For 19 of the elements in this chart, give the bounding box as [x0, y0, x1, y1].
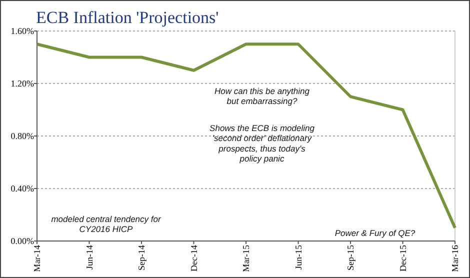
chart-title: ECB Inflation 'Projections' [36, 8, 219, 27]
y-tick-label: 0.00% [10, 236, 34, 246]
annotation: Power & Fury of QE? [334, 228, 416, 238]
x-tick-label: Dec-14 [188, 244, 199, 272]
x-tick-label: Mar-14 [32, 244, 42, 272]
x-tick-label: Sep-14 [136, 244, 147, 270]
y-tick-label: 1.20% [10, 78, 34, 89]
y-tick-label: 0.80% [10, 131, 34, 142]
x-tick-label: Mar-16 [450, 244, 460, 272]
y-tick-label: 0.40% [10, 184, 34, 194]
x-tick-label: Sep-15 [346, 244, 356, 270]
x-tick-label: Jun-14 [84, 244, 94, 270]
x-tick-label: Mar-15 [241, 244, 252, 272]
annotation: How can this be anything but embarrassing? [214, 86, 310, 106]
annotation: modeled central tendency for CY2016 HICP [51, 214, 162, 234]
x-tick-label: Dec-15 [398, 244, 408, 272]
x-tick-label: Jun-15 [293, 244, 304, 270]
annotation: Shows the ECB is modeling 'second order' deflationary prospects, thus today's policy panic [210, 123, 315, 164]
y-tick-label: 1.60% [10, 26, 34, 36]
